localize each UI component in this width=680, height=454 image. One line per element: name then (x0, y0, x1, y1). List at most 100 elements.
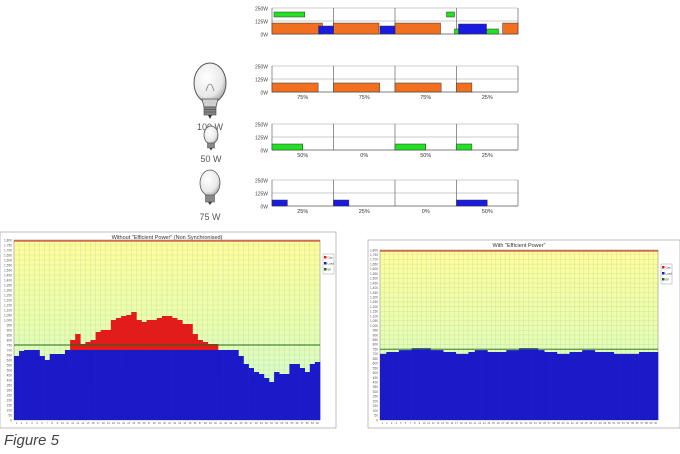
figure-caption: Figure 5 (4, 432, 60, 449)
x-tick-label: 24 (132, 421, 135, 425)
x-tick-label: 36 (194, 421, 197, 425)
y-tick-label: 1,550 (370, 272, 378, 276)
load-bar (525, 348, 532, 420)
legend-swatch (662, 278, 665, 281)
y-tick-label: 1,000 (4, 318, 12, 322)
x-tick-label: 10 (61, 421, 64, 425)
category-label: 75% (297, 95, 308, 101)
panel-100w: 250W 125W 0W 75% 75% 75% 25% (255, 65, 519, 101)
peak-bar (151, 320, 158, 350)
y-tick-label: 650 (373, 357, 379, 361)
load-bar (563, 353, 570, 420)
y-tick-label: 1,200 (370, 305, 378, 309)
load-bar (294, 364, 300, 420)
peak-bar (172, 318, 178, 350)
y-tick-label: 250W (255, 179, 268, 185)
x-tick-label: 3 (26, 421, 28, 425)
legend-label: Load (328, 261, 335, 265)
bar-1 (333, 199, 350, 207)
x-tick-label: 47 (250, 421, 253, 425)
y-tick-label: 1,750 (370, 253, 378, 257)
load-bar (212, 350, 219, 420)
legend-label: Eff (328, 267, 332, 271)
load-bar (309, 364, 316, 420)
category-label: 75% (359, 95, 370, 101)
x-tick-label: 41 (566, 421, 569, 425)
load-bar (455, 353, 463, 420)
load-bar (59, 354, 66, 420)
load-bar (49, 354, 56, 420)
y-tick-label: 1,600 (370, 267, 378, 271)
load-bar (651, 352, 659, 420)
load-bar (594, 352, 602, 420)
load-bar (544, 352, 551, 420)
x-tick-label: 46 (589, 421, 592, 425)
x-tick-label: 40 (562, 421, 565, 425)
load-bar (443, 352, 450, 420)
load-bar (167, 350, 173, 420)
legend-swatch (324, 262, 327, 265)
x-tick-label: 56 (636, 421, 639, 425)
y-tick-label: 125W (255, 136, 268, 142)
load-bar (121, 350, 127, 420)
x-tick-label: 13 (436, 421, 439, 425)
y-tick-label: 300 (373, 390, 379, 394)
x-tick-label: 49 (603, 421, 606, 425)
category-label: 25% (359, 209, 370, 215)
x-tick-label: 44 (234, 421, 237, 425)
bar-0 (271, 199, 288, 207)
load-bar (537, 350, 545, 420)
peak-bar (187, 324, 193, 350)
y-tick-label: 150 (7, 403, 13, 407)
x-tick-label: 22 (478, 421, 481, 425)
peak-bar (156, 318, 163, 350)
y-tick-label: 1,650 (370, 262, 378, 266)
load-bar (601, 352, 608, 420)
y-tick-label: 1,750 (4, 243, 12, 247)
y-tick-label: 1,000 (370, 324, 378, 328)
y-tick-label: 0 (10, 418, 12, 422)
x-tick-label: 33 (178, 421, 181, 425)
load-bar (398, 350, 406, 420)
y-tick-label: 0W (261, 33, 269, 39)
x-tick-label: 12 (71, 421, 74, 425)
x-tick-label: 20 (112, 421, 115, 425)
load-bar (14, 356, 20, 420)
x-tick-label: 50 (265, 421, 268, 425)
bar-0 (271, 143, 303, 151)
peak-bar (85, 342, 91, 350)
load-bar (645, 352, 652, 420)
load-bar (474, 350, 482, 420)
load-bar (531, 348, 539, 420)
load-bar (449, 352, 457, 420)
peak-bar (141, 322, 147, 350)
x-tick-label: 42 (571, 421, 574, 425)
load-bar (550, 352, 558, 420)
bar-load-100w (333, 22, 380, 35)
x-tick-label: 4 (395, 421, 397, 425)
x-tick-label: 9 (57, 421, 59, 425)
x-tick-label: 56 (296, 421, 299, 425)
load-bar (75, 350, 81, 420)
x-tick-label: 58 (306, 421, 309, 425)
y-tick-label: 0 (376, 418, 378, 422)
load-bar (110, 350, 117, 420)
x-tick-label: 55 (631, 421, 634, 425)
y-tick-label: 1,700 (370, 258, 378, 262)
load-bar (386, 352, 393, 420)
chart-without-efficient-power: Without "Efficient Power" (Non Synchroni… (0, 231, 337, 429)
y-tick-label: 1,700 (4, 248, 12, 252)
legend-label: Load (666, 271, 673, 275)
load-bar (487, 352, 495, 420)
y-tick-label: 1,800 (4, 238, 12, 242)
x-tick-label: 60 (654, 421, 657, 425)
y-tick-label: 150 (373, 404, 379, 408)
load-bar (131, 350, 137, 420)
load-bar (274, 372, 280, 420)
x-tick-label: 43 (229, 421, 232, 425)
peak-bar (167, 316, 173, 350)
x-tick-label: 8 (52, 421, 54, 425)
load-bar (519, 348, 526, 420)
x-tick-label: 2 (21, 421, 23, 425)
load-bar (177, 350, 183, 420)
